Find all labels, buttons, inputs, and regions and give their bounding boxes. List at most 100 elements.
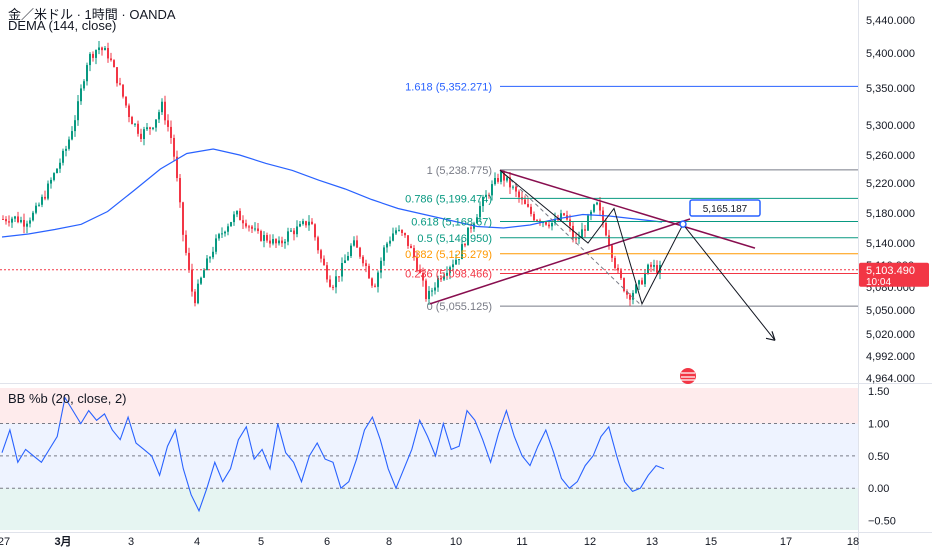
- fib-level-label: 1.618 (5,352.271): [405, 81, 492, 93]
- candle-body: [107, 48, 109, 59]
- target-label-text: 5,165.187: [703, 204, 748, 215]
- candle-body: [365, 263, 367, 266]
- current-price-badge: [859, 262, 929, 287]
- us-flag-icon-stripes: [681, 372, 695, 381]
- candle-body: [311, 221, 313, 225]
- candle-body: [626, 291, 628, 295]
- candle-body: [551, 222, 553, 227]
- candle-body: [305, 221, 307, 226]
- candle-body: [461, 244, 463, 260]
- candle-body: [134, 123, 136, 125]
- fib-trend-line: [499, 169, 643, 307]
- candle-body: [530, 206, 532, 214]
- candle-body: [209, 257, 211, 259]
- candle-body: [224, 231, 226, 234]
- candle-body: [491, 184, 493, 196]
- candle-body: [632, 292, 634, 300]
- candle-body: [71, 131, 73, 140]
- candle-body: [44, 196, 46, 199]
- candle-body: [428, 290, 430, 300]
- candle-body: [218, 234, 220, 239]
- bb-axis-label: 0.50: [868, 451, 889, 463]
- candle-body: [161, 101, 163, 113]
- candle-body: [587, 215, 589, 231]
- candle-body: [599, 202, 601, 211]
- candle-body: [245, 223, 247, 227]
- candle-body: [260, 231, 262, 241]
- candle-body: [479, 206, 481, 218]
- candle-body: [509, 177, 511, 188]
- candle-body: [26, 223, 28, 227]
- bb-axis-label: −0.50: [868, 516, 896, 528]
- candle-body: [32, 212, 34, 221]
- candle-body: [335, 276, 337, 288]
- current-price-value: 5,103.490: [866, 265, 915, 277]
- fib-level-label: 1 (5,238.775): [427, 165, 492, 177]
- indicator-legend[interactable]: DEMA (144, close): [8, 18, 117, 33]
- candle-body: [362, 256, 364, 264]
- candle-body: [347, 255, 349, 261]
- candle-body: [104, 48, 106, 51]
- candle-body: [53, 173, 55, 180]
- price-axis-label: 5,050.000: [866, 305, 915, 317]
- price-axis-label: 5,400.000: [866, 48, 915, 60]
- candle-body: [122, 84, 124, 97]
- candle-body: [524, 199, 526, 205]
- price-axis-label: 5,350.000: [866, 83, 915, 95]
- candle-body: [413, 248, 415, 258]
- candle-body: [8, 221, 10, 223]
- candle-body: [557, 219, 559, 221]
- candle-body: [377, 272, 379, 287]
- time-axis-label: 11: [516, 536, 527, 548]
- candle-body: [5, 219, 7, 222]
- candle-body: [254, 228, 256, 230]
- candle-body: [575, 238, 577, 240]
- bb-indicator-title[interactable]: BB %b (20, close, 2): [8, 391, 127, 406]
- time-axis-label: 8: [386, 536, 392, 548]
- candle-body: [149, 127, 151, 129]
- candle-body: [443, 275, 445, 280]
- candle-body: [422, 272, 424, 281]
- candle-body: [284, 241, 286, 244]
- candle-body: [176, 156, 178, 179]
- candle-body: [644, 273, 646, 285]
- candle-body: [299, 223, 301, 227]
- price-axis-label: 5,300.000: [866, 120, 915, 132]
- symbol-title[interactable]: 金／米ドル · 1時間 · OANDA: [8, 7, 176, 22]
- candle-body: [608, 235, 610, 246]
- dema-line: [1, 148, 663, 238]
- time-axis-label: 13: [646, 536, 658, 548]
- candle-body: [68, 139, 70, 149]
- candle-body: [611, 245, 613, 258]
- candle-body: [518, 191, 520, 198]
- us-flag-icon: [680, 368, 696, 384]
- candle-body: [173, 137, 175, 157]
- candle-body: [143, 129, 145, 139]
- candle-body: [92, 53, 94, 58]
- candle-body: [332, 286, 334, 288]
- candle-body: [629, 294, 631, 300]
- candle-body: [272, 239, 274, 244]
- bb-axis-label: 0.00: [868, 483, 889, 495]
- target-label-box: [689, 199, 761, 217]
- candle-body: [614, 257, 616, 268]
- candle-body: [185, 234, 187, 253]
- candle-body: [653, 265, 655, 267]
- candle-body: [155, 119, 157, 128]
- candle-body: [581, 229, 583, 238]
- candle-body: [278, 240, 280, 244]
- candle-body: [101, 47, 103, 51]
- candle-body: [371, 278, 373, 286]
- candle-body: [560, 213, 562, 221]
- candle-body: [383, 247, 385, 261]
- candle-body: [281, 240, 283, 244]
- candle-body: [257, 228, 259, 232]
- candle-body: [317, 237, 319, 251]
- bb-axis-label: 1.00: [868, 419, 889, 431]
- candle-body: [20, 220, 22, 223]
- candle-body: [656, 265, 658, 273]
- fib-level-label: 0.786 (5,199.474): [405, 193, 492, 205]
- candle-body: [431, 290, 433, 292]
- candle-body: [506, 177, 508, 181]
